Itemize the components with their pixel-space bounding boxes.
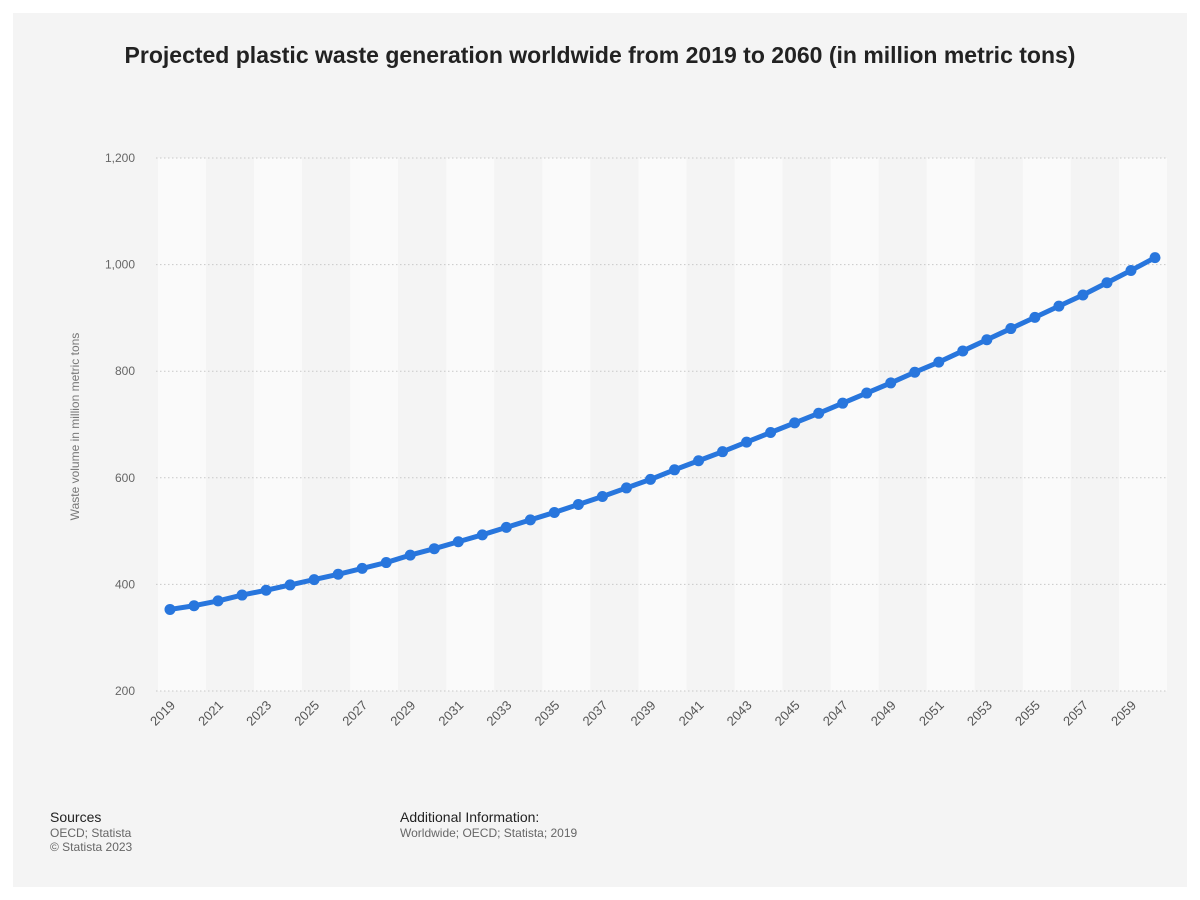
data-point (909, 366, 921, 378)
data-point (596, 490, 608, 502)
data-point (669, 464, 681, 476)
y-tick-label: 600 (115, 471, 135, 485)
data-point (1029, 311, 1041, 323)
data-point (188, 600, 200, 612)
y-axis-label: Waste volume in million metric tons (68, 333, 82, 521)
data-point (452, 536, 464, 548)
data-point (1149, 252, 1161, 264)
plot-band (302, 158, 351, 691)
data-point (741, 436, 753, 448)
data-point (644, 473, 656, 485)
y-tick-label: 400 (115, 577, 135, 591)
chart-title: Projected plastic waste generation world… (124, 42, 1076, 68)
plot-band (206, 158, 255, 691)
plot-band (926, 158, 975, 691)
plot-band (350, 158, 399, 691)
plot-band (1022, 158, 1071, 691)
x-tick-label: 2049 (868, 698, 899, 729)
plot-band (686, 158, 735, 691)
x-tick-label: 2045 (772, 698, 803, 729)
x-tick-label: 2029 (387, 698, 418, 729)
x-tick-label: 2039 (628, 698, 659, 729)
plot-band (1070, 158, 1119, 691)
y-tick-label: 1,200 (105, 151, 135, 165)
data-point (765, 427, 777, 438)
data-point (1125, 264, 1137, 276)
x-tick-label: 2047 (820, 698, 851, 729)
data-point (1077, 289, 1089, 301)
x-tick-label: 2027 (339, 698, 370, 729)
additional-info-block: Additional Information: Worldwide; OECD;… (400, 808, 577, 840)
data-point (813, 407, 825, 419)
data-point (428, 543, 440, 555)
x-tick-label: 2055 (1012, 698, 1043, 729)
data-point (620, 482, 632, 494)
x-tick-label: 2031 (435, 698, 466, 729)
data-point (356, 562, 368, 574)
plot-band (1118, 158, 1168, 691)
data-point (1053, 300, 1065, 312)
plot-band (542, 158, 591, 691)
data-point (332, 568, 344, 580)
x-tick-label: 2059 (1108, 698, 1139, 729)
data-point (404, 549, 416, 561)
copyright-text: © Statista 2023 (50, 840, 133, 854)
data-point (789, 417, 801, 429)
data-point (236, 589, 248, 601)
data-point (861, 387, 873, 399)
data-point (981, 334, 993, 346)
data-point (212, 595, 224, 607)
data-point (380, 557, 392, 569)
x-tick-label: 2041 (676, 698, 707, 729)
plot-band (734, 158, 783, 691)
plot-band (974, 158, 1023, 691)
plot-band (878, 158, 927, 691)
data-point (524, 514, 536, 526)
data-point (500, 521, 512, 533)
x-tick-label: 2033 (483, 698, 514, 729)
plot-band (446, 158, 495, 691)
x-tick-label: 2023 (243, 698, 274, 729)
y-tick-label: 1,000 (105, 258, 135, 272)
plot-band (398, 158, 447, 691)
additional-info-heading: Additional Information: (400, 809, 540, 825)
data-point (885, 377, 897, 389)
data-point (837, 397, 849, 409)
plot-band (830, 158, 879, 691)
data-point (1101, 277, 1113, 289)
data-point (260, 584, 272, 596)
y-tick-label: 200 (115, 684, 135, 698)
sources-text: OECD; Statista (50, 826, 132, 840)
data-point (717, 446, 729, 458)
data-point (1005, 323, 1017, 335)
data-point (693, 455, 705, 467)
plot-band (590, 158, 639, 691)
plot-band (638, 158, 687, 691)
sources-heading: Sources (50, 809, 102, 825)
x-tick-label: 2057 (1060, 698, 1091, 729)
data-point (957, 345, 969, 357)
data-point (572, 498, 584, 510)
x-tick-label: 2035 (531, 698, 562, 729)
x-tick-label: 2021 (195, 698, 226, 729)
data-point (476, 529, 488, 541)
x-tick-label: 2019 (147, 698, 178, 729)
data-point (308, 574, 320, 586)
x-tick-label: 2043 (724, 698, 755, 729)
x-tick-label: 2051 (916, 698, 947, 729)
data-point (284, 579, 296, 591)
data-point (933, 356, 945, 368)
additional-info-text: Worldwide; OECD; Statista; 2019 (400, 826, 578, 840)
sources-block: Sources OECD; Statista © Statista 2023 (50, 808, 132, 854)
data-point (164, 603, 176, 615)
y-tick-label: 800 (115, 364, 135, 378)
x-tick-label: 2025 (291, 698, 322, 729)
plot-band (254, 158, 303, 691)
x-tick-label: 2037 (580, 698, 611, 729)
x-tick-label: 2053 (964, 698, 995, 729)
plot-band (494, 158, 543, 691)
data-point (548, 506, 560, 518)
